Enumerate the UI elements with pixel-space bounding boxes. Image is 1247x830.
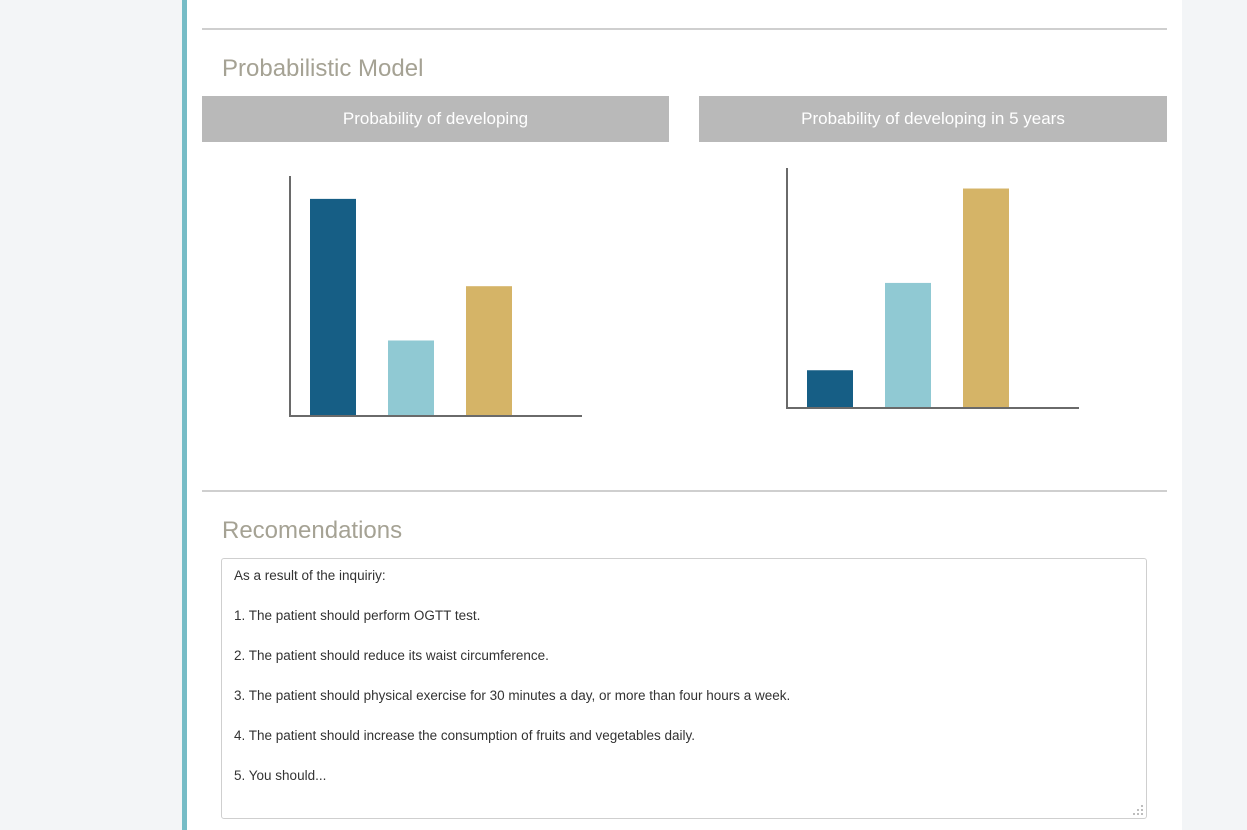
bar-2 xyxy=(388,340,434,416)
recommendation-blank-line xyxy=(234,707,1134,727)
recommendation-line: 5. You should... xyxy=(234,768,327,783)
probability-5-years-bar-chart xyxy=(786,168,1079,409)
chart-header-probability: Probability of developing xyxy=(202,96,669,142)
bar-1 xyxy=(310,198,356,416)
bar-2 xyxy=(885,282,931,408)
bar-3 xyxy=(963,188,1009,408)
bar-3 xyxy=(466,286,512,416)
left-accent-bar xyxy=(182,0,187,830)
recommendation-line: 2. The patient should reduce its waist c… xyxy=(234,648,549,663)
recommendation-blank-line xyxy=(234,667,1134,687)
bar-1 xyxy=(807,370,853,408)
recommendations-textarea[interactable]: As a result of the inquiriy: 1. The patie… xyxy=(221,558,1147,819)
recommendations-text: As a result of the inquiriy: 1. The patie… xyxy=(234,567,1134,787)
top-divider xyxy=(202,28,1167,30)
recommendation-blank-line xyxy=(234,747,1134,767)
recommendation-line: 1. The patient should perform OGTT test. xyxy=(234,608,481,623)
middle-divider xyxy=(202,490,1167,492)
recommendation-line: As a result of the inquiriy: xyxy=(234,568,386,583)
probabilistic-model-title: Probabilistic Model xyxy=(222,55,424,82)
recommendation-line: 4. The patient should increase the consu… xyxy=(234,728,696,743)
recommendation-blank-line xyxy=(234,627,1134,647)
chart-header-probability-5-years: Probability of developing in 5 years xyxy=(699,96,1167,142)
probability-bar-chart xyxy=(289,176,582,417)
recommendation-line: 3. The patient should physical exercise … xyxy=(234,688,791,703)
recommendations-title: Recomendations xyxy=(222,517,403,544)
recommendation-blank-line xyxy=(234,587,1134,607)
resize-handle-icon[interactable] xyxy=(1132,804,1144,816)
